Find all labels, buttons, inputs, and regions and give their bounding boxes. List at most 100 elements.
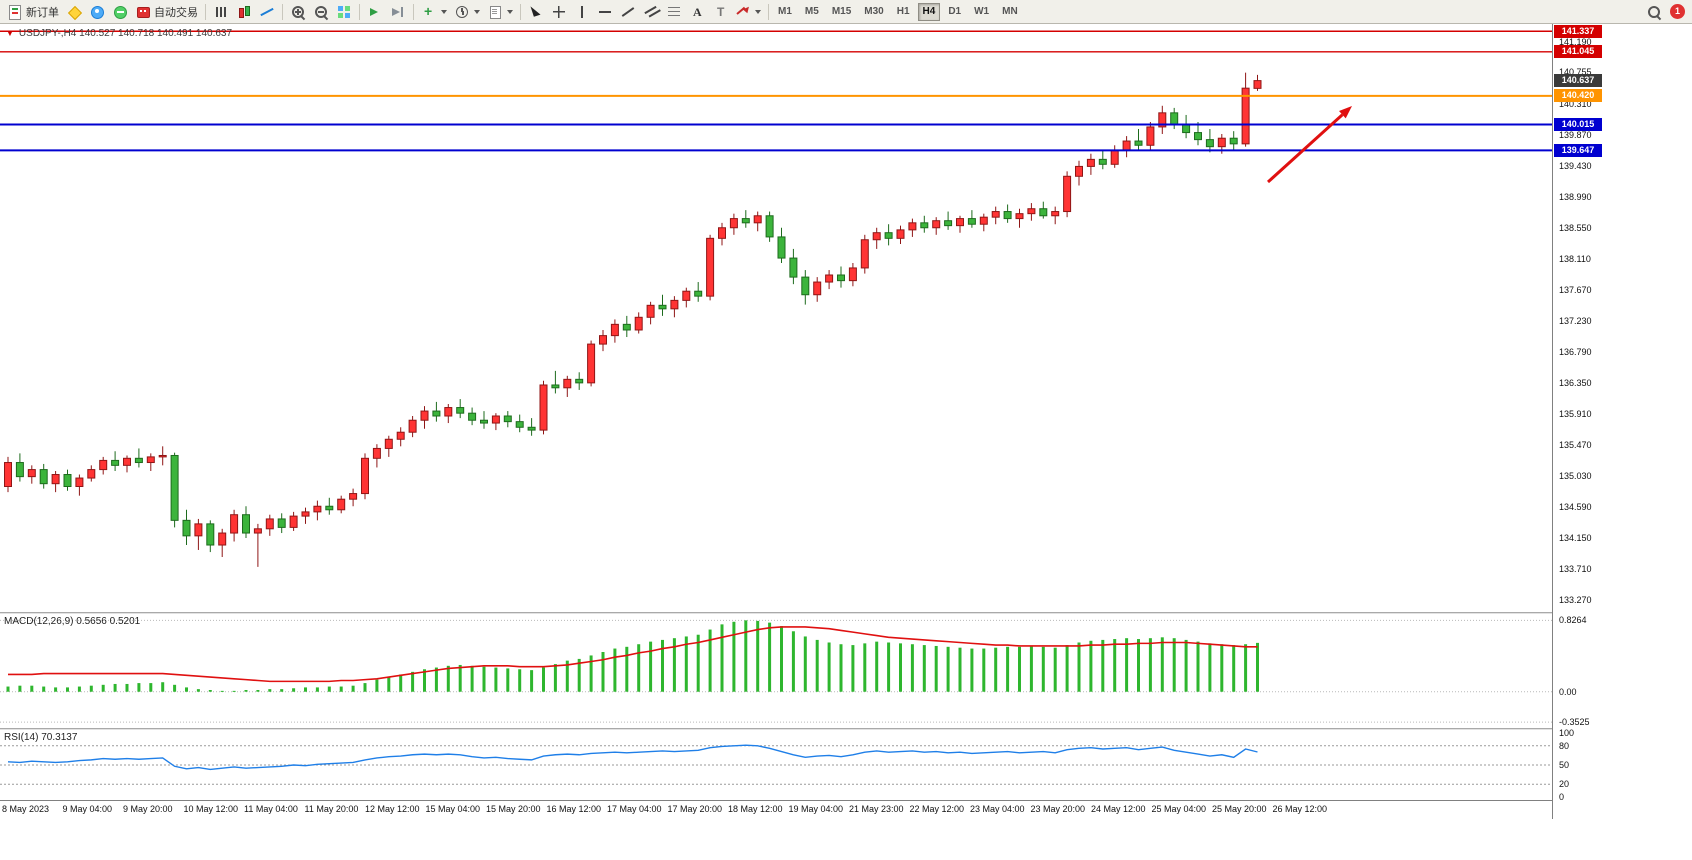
price-axis-label: 135.470 <box>1559 439 1592 450</box>
symbol-marker-icon: ▼ <box>6 28 14 38</box>
auto-trading-button[interactable]: 自动交易 <box>132 2 201 22</box>
macd-label: MACD(12,26,9) 0.5656 0.5201 <box>4 616 141 627</box>
arrows-icon <box>735 4 751 20</box>
vertical-line-button[interactable] <box>571 2 593 22</box>
timeframe-d1[interactable]: D1 <box>943 3 966 21</box>
price-line-badge[interactable]: 139.647 <box>1554 143 1602 157</box>
price-axis-label: 138.110 <box>1559 253 1591 264</box>
shift-icon <box>390 4 406 20</box>
line-chart-button[interactable] <box>256 2 278 22</box>
rsi-axis-label: 80 <box>1559 740 1570 751</box>
timeframe-m30[interactable]: M30 <box>859 3 888 21</box>
time-axis-label: 22 May 12:00 <box>909 804 965 814</box>
cursor-button[interactable] <box>525 2 547 22</box>
indicators-button[interactable] <box>418 2 450 22</box>
time-axis-label: 18 May 12:00 <box>728 804 783 814</box>
macd-axis-label: 0.8264 <box>1559 615 1587 626</box>
equidistant-channel-button[interactable] <box>640 2 662 22</box>
tile-windows-button[interactable] <box>333 2 355 22</box>
panel-separator[interactable] <box>0 612 1692 614</box>
navigator-button[interactable] <box>86 2 108 22</box>
timeframe-m15[interactable]: M15 <box>827 3 856 21</box>
fibonacci-button[interactable] <box>663 2 685 22</box>
timeframe-h4[interactable]: H4 <box>917 2 941 21</box>
price-chart-canvas[interactable] <box>0 24 1552 612</box>
price-line-badge[interactable]: 141.337 <box>1554 24 1602 38</box>
auto-scroll-button[interactable] <box>364 2 386 22</box>
timeframe-m1[interactable]: M1 <box>773 3 797 21</box>
dropdown-caret-icon <box>755 9 761 14</box>
price-axis-label: 139.870 <box>1559 129 1592 140</box>
time-axis-label: 16 May 12:00 <box>546 804 602 814</box>
time-axis-label: 15 May 04:00 <box>425 804 481 814</box>
main-chart-plot[interactable]: ▼ USDJPY-,H4 140.527 140.718 140.491 140… <box>0 24 1552 612</box>
price-line-badge[interactable]: 140.420 <box>1554 89 1602 103</box>
metaeditor-button[interactable] <box>63 2 85 22</box>
rsi-axis-label: 20 <box>1559 779 1570 790</box>
price-axis-label: 139.430 <box>1559 160 1592 171</box>
metaeditor-icon <box>66 4 82 20</box>
periods-button[interactable] <box>451 2 483 22</box>
price-line-badge[interactable]: 140.015 <box>1554 117 1602 131</box>
new-order-button[interactable]: 新订单 <box>4 2 62 22</box>
timeframe-h1[interactable]: H1 <box>892 3 915 21</box>
price-axis-label: 137.230 <box>1559 315 1592 326</box>
zoomout-icon <box>313 4 329 20</box>
text-button[interactable] <box>686 2 708 22</box>
price-axis-label: 134.590 <box>1559 501 1592 512</box>
time-axis-label: 8 May 2023 <box>2 804 50 814</box>
timeframe-m5[interactable]: M5 <box>800 3 824 21</box>
time-axis[interactable]: 8 May 2023 9 May 04:00 9 May 20:00 10 May 1… <box>0 800 1552 819</box>
rsi-canvas[interactable] <box>0 730 1552 800</box>
notification-badge[interactable]: 1 <box>1670 4 1685 19</box>
timeframe-toolbar: M1 M5 M15 M30 H1 H4 D1 W1 MN <box>772 2 1024 21</box>
candles-icon <box>236 4 252 20</box>
rsi-axis-label: 50 <box>1559 760 1570 770</box>
zoom-in-button[interactable] <box>287 2 309 22</box>
price-axis-label: 140.310 <box>1559 98 1592 109</box>
search-button[interactable] <box>1643 2 1665 22</box>
time-axis-label: 17 May 04:00 <box>607 804 662 814</box>
price-axis-label: 133.270 <box>1559 595 1592 605</box>
rsi-panel[interactable]: RSI(14) 70.3137 <box>0 730 1552 800</box>
time-axis-label: 21 May 23:00 <box>849 804 904 814</box>
terminal-button[interactable] <box>109 2 131 22</box>
toolbar-separator <box>359 3 360 20</box>
templates-button[interactable] <box>484 2 516 22</box>
time-axis-label: 12 May 12:00 <box>365 804 420 814</box>
linechart-icon <box>259 4 275 20</box>
candlestick-chart-button[interactable] <box>233 2 255 22</box>
chart-shift-button[interactable] <box>387 2 409 22</box>
macd-canvas[interactable] <box>0 614 1552 728</box>
dropdown-caret-icon <box>474 9 480 14</box>
trend-icon <box>620 4 636 20</box>
time-axis-label: 17 May 20:00 <box>667 804 723 814</box>
price-line-badge[interactable]: 141.045 <box>1554 45 1602 59</box>
textA-icon <box>689 4 705 20</box>
timeframe-mn[interactable]: MN <box>997 3 1023 21</box>
crosshair-button[interactable] <box>548 2 570 22</box>
bars-icon <box>213 4 229 20</box>
trendline-button[interactable] <box>617 2 639 22</box>
trend-arrow-annotation[interactable] <box>1266 106 1352 184</box>
price-axis[interactable]: 141.190 140.755 140.310 139.870 139.430 138.9… <box>1552 24 1692 819</box>
time-axis-label: 23 May 20:00 <box>1030 804 1086 814</box>
dropdown-caret-icon <box>507 9 513 14</box>
zoom-out-button[interactable] <box>310 2 332 22</box>
rsi-label: RSI(14) 70.3137 <box>4 732 78 743</box>
price-line-badge[interactable]: 140.637 <box>1554 74 1602 88</box>
navigator-icon <box>89 4 105 20</box>
arrows-button[interactable] <box>732 2 764 22</box>
toolbar-separator <box>520 3 521 20</box>
search-icon <box>1646 4 1662 20</box>
crosshair-icon <box>551 4 567 20</box>
panel-separator[interactable] <box>0 728 1692 730</box>
indicators-icon <box>421 3 437 20</box>
price-axis-label: 137.670 <box>1559 284 1592 295</box>
timeframe-w1[interactable]: W1 <box>969 3 994 21</box>
horizontal-line-button[interactable] <box>594 2 616 22</box>
bar-chart-button[interactable] <box>210 2 232 22</box>
time-axis-label: 25 May 20:00 <box>1212 804 1267 814</box>
text-label-button[interactable] <box>709 2 731 22</box>
macd-panel[interactable]: MACD(12,26,9) 0.5656 0.5201 <box>0 614 1552 728</box>
